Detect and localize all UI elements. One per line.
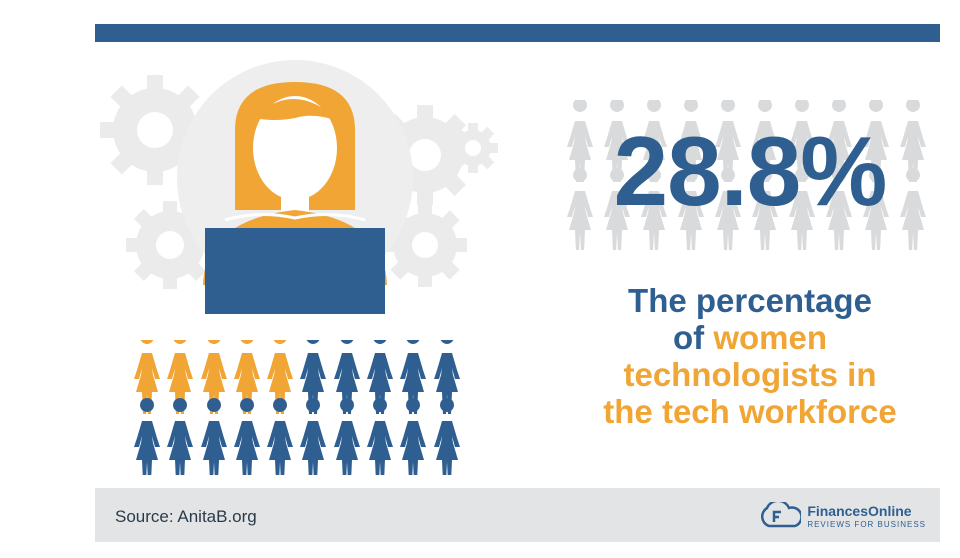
person-icon (167, 398, 193, 475)
person-icon (567, 168, 593, 250)
gear-icon (126, 201, 214, 289)
person-icon (604, 168, 630, 250)
person-icon (641, 168, 667, 250)
person-icon (134, 398, 160, 475)
faint-people-grid (567, 100, 926, 250)
person-icon (752, 168, 778, 250)
person-icon (234, 398, 260, 475)
person-icon (789, 168, 815, 250)
caption-line-2: of women (560, 319, 940, 356)
person-icon (201, 340, 227, 414)
person-icon (604, 100, 630, 182)
top-banner-bar (95, 24, 940, 42)
person-icon (234, 340, 260, 414)
person-icon (826, 100, 852, 182)
pictogram-grid (134, 340, 460, 475)
person-icon (863, 168, 889, 250)
caption-highlight: women (713, 319, 827, 356)
person-icon (334, 340, 360, 414)
financesonline-logo-icon (761, 502, 802, 528)
gear-icon (100, 75, 210, 185)
person-icon (826, 168, 852, 250)
person-icon (900, 100, 926, 182)
person-icon (400, 398, 426, 475)
caption-line-4: the tech workforce (603, 393, 897, 430)
brand-tagline: REVIEWS FOR BUSINESS (807, 519, 926, 529)
person-icon (167, 340, 193, 414)
laptop-icon (205, 228, 385, 314)
person-icon (300, 340, 326, 414)
woman-with-laptop-illustration (100, 60, 498, 314)
person-icon (267, 340, 293, 414)
person-icon (201, 398, 227, 475)
person-icon (434, 398, 460, 475)
brand-name: FinancesOnline (807, 502, 912, 519)
caption-line-3: technologists in (623, 356, 877, 393)
person-icon (334, 398, 360, 475)
person-icon (752, 100, 778, 182)
person-icon (367, 340, 393, 414)
gear-icon (383, 203, 467, 287)
source-label: Source: AnitaB.org (115, 507, 257, 526)
person-icon (367, 398, 393, 475)
caption-line-2-prefix: of (672, 319, 714, 356)
person-icon (641, 100, 667, 182)
gear-icon (448, 123, 498, 173)
person-icon (567, 100, 593, 182)
stat-caption: The percentage of women technologists in… (560, 282, 940, 430)
stat-value: 28.8% (613, 116, 888, 226)
person-icon (300, 398, 326, 475)
person-icon (678, 168, 704, 250)
person-icon (434, 340, 460, 414)
person-icon (267, 398, 293, 475)
person-icon (715, 100, 741, 182)
stat-block: 28.8% (560, 100, 940, 260)
person-icon (715, 168, 741, 250)
footer: Source: AnitaB.org FinancesOnline REVIEW… (95, 488, 940, 542)
person-icon (400, 340, 426, 414)
person-icon (863, 100, 889, 182)
person-icon (900, 168, 926, 250)
financesonline-logo[interactable]: FinancesOnline REVIEWS FOR BUSINESS (761, 500, 926, 532)
person-icon (678, 100, 704, 182)
person-icon (789, 100, 815, 182)
person-icon (134, 340, 160, 414)
caption-line-1: The percentage (628, 282, 872, 319)
